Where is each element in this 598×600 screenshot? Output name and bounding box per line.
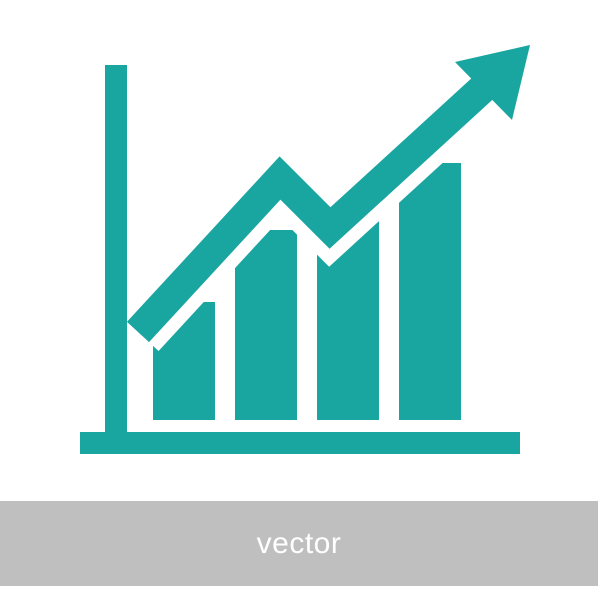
y-axis <box>105 65 127 445</box>
footer-band: vector <box>0 501 598 586</box>
bar-2 <box>235 230 297 420</box>
growth-chart-icon-card: vector <box>0 0 598 600</box>
x-axis <box>80 432 520 454</box>
bar-4 <box>399 163 461 420</box>
footer-label: vector <box>257 527 342 561</box>
